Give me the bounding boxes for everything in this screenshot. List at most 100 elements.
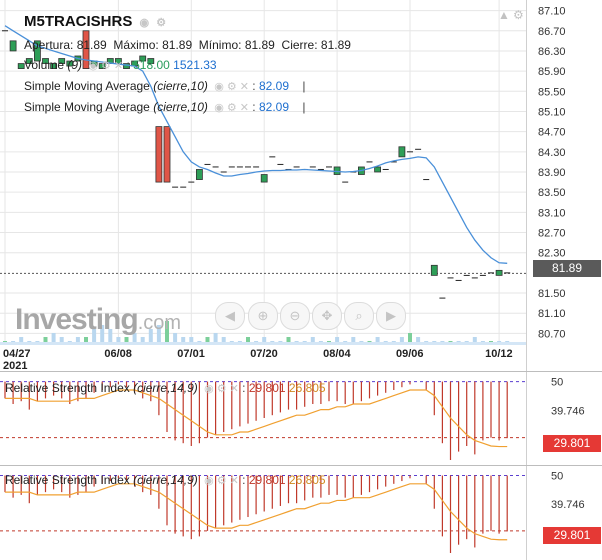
close-icon[interactable]: ✕ (113, 60, 124, 72)
search-button[interactable]: ⌕ (344, 302, 374, 330)
volume-bar (375, 337, 380, 345)
crosshair-button[interactable]: ✥ (312, 302, 342, 330)
open-label: Apertura: (24, 38, 74, 52)
gear-icon[interactable]: ⚙ (101, 60, 111, 72)
x-tick-label: 04/27 (3, 348, 31, 360)
rsi-legend-1: Relative Strength Index (cierre,14,9) ◉ ⚙… (5, 381, 326, 395)
close-value: 81.89 (320, 38, 351, 52)
high-value: 81.89 (162, 38, 193, 52)
y-tick-label: 82.30 (538, 248, 566, 260)
candle (374, 166, 382, 173)
logo-brand: Investing (15, 303, 139, 336)
rsi-tick-label: 39.746 (551, 499, 585, 511)
volume-bar (43, 337, 48, 345)
y-tick-label: 85.50 (538, 86, 566, 98)
y-tick-label: 80.70 (538, 328, 566, 340)
low-label: Mínimo: (198, 38, 242, 52)
candle (155, 126, 163, 183)
volume-bar (140, 337, 145, 345)
close-icon[interactable]: ✕ (239, 81, 249, 93)
rsi-ma-line (5, 389, 508, 448)
volume-bar (189, 337, 194, 345)
rsi-tick-label: 39.746 (551, 405, 585, 417)
candle (163, 126, 171, 183)
volume-value-2: 1521.33 (173, 58, 217, 72)
volume-bar (472, 337, 477, 345)
candle (98, 63, 106, 69)
y-tick-label: 85.90 (538, 66, 566, 78)
candle (139, 55, 147, 62)
volume-bar (181, 337, 186, 345)
low-value: 81.89 (244, 38, 275, 52)
gear-icon[interactable]: ⚙ (216, 383, 227, 395)
triangle-icon[interactable]: ▲ (498, 8, 510, 22)
volume-bar (165, 321, 169, 345)
gear-icon[interactable]: ⚙ (226, 81, 237, 93)
candle (42, 58, 49, 64)
volume-legend: Volume (9) ◉ ⚙ ✕ : 518.00 1521.33 (24, 58, 217, 72)
volume-bar (173, 333, 178, 345)
eye-icon[interactable]: ◉ (214, 81, 224, 93)
eye-icon[interactable]: ◉ (204, 475, 214, 487)
candle (66, 60, 74, 67)
volume-bar (59, 337, 64, 345)
volume-bar (335, 337, 340, 345)
volume-bar (116, 337, 121, 345)
volume-value-1: 518.00 (133, 58, 170, 72)
candle (58, 58, 66, 64)
x-year-label: 2021 (3, 360, 27, 372)
eye-icon[interactable]: ◉ (204, 383, 214, 395)
candle (495, 269, 503, 276)
scroll-left-button[interactable]: ◀ (215, 302, 245, 330)
y-tick-label: 82.70 (538, 228, 566, 240)
volume-param: (9) (67, 58, 83, 72)
gear-icon[interactable]: ⚙ (216, 475, 227, 487)
y-tick-label: 85.10 (538, 106, 566, 118)
volume-bar (246, 337, 250, 345)
eye-icon[interactable]: ◉ (88, 60, 98, 72)
candle (9, 40, 17, 52)
gear-icon[interactable]: ⚙ (156, 17, 167, 29)
close-icon[interactable]: ✕ (239, 102, 249, 114)
rsi-value-1: 29.801 (248, 473, 286, 487)
gear-icon[interactable]: ⚙ (226, 102, 237, 114)
eye-icon[interactable]: ◉ (214, 102, 224, 114)
close-icon[interactable]: ✕ (229, 383, 239, 395)
candle (195, 169, 203, 180)
rsi-label: Relative Strength Index (5, 381, 130, 395)
volume-bar (416, 337, 421, 345)
ohlc-legend: Apertura: 81.89 Máximo: 81.89 Mínimo: 81… (24, 38, 351, 52)
x-tick-label: 06/08 (104, 348, 132, 360)
candle (147, 58, 155, 64)
close-label: Cierre: (281, 38, 318, 52)
candle (398, 146, 406, 158)
rsi-current-label: 29.801 (543, 435, 601, 452)
volume-bar (399, 337, 404, 345)
y-tick-label: 84.30 (538, 147, 566, 159)
eye-icon[interactable]: ◉ (139, 17, 150, 29)
rsi-param: (cierre,14,9) (133, 473, 198, 487)
rsi-tick-label: 50 (551, 377, 563, 389)
candle (430, 264, 438, 276)
sma-legend-2: Simple Moving Average (cierre,10) ◉ ⚙ ✕ : … (24, 100, 306, 114)
scroll-right-button[interactable]: ▶ (376, 302, 406, 330)
volume-bar (132, 333, 137, 345)
investing-logo: Investing.com (15, 303, 181, 337)
zoom-in-button[interactable]: ⊕ (248, 302, 278, 330)
volume-bar (75, 337, 80, 345)
gear-icon[interactable]: ⚙ (513, 8, 524, 22)
zoom-out-button[interactable]: ⊖ (280, 302, 310, 330)
y-tick-label: 84.70 (538, 127, 566, 139)
sma-label: Simple Moving Average (24, 79, 150, 93)
volume-bar (221, 337, 226, 345)
rsi-value-2: 26.805 (288, 381, 326, 395)
volume-bar (205, 337, 210, 345)
sma-label: Simple Moving Average (24, 100, 150, 114)
x-tick-label: 08/04 (323, 348, 351, 360)
volume-bar (19, 337, 24, 345)
volume-bar (310, 337, 315, 345)
close-icon[interactable]: ✕ (229, 475, 239, 487)
candle (25, 58, 33, 64)
